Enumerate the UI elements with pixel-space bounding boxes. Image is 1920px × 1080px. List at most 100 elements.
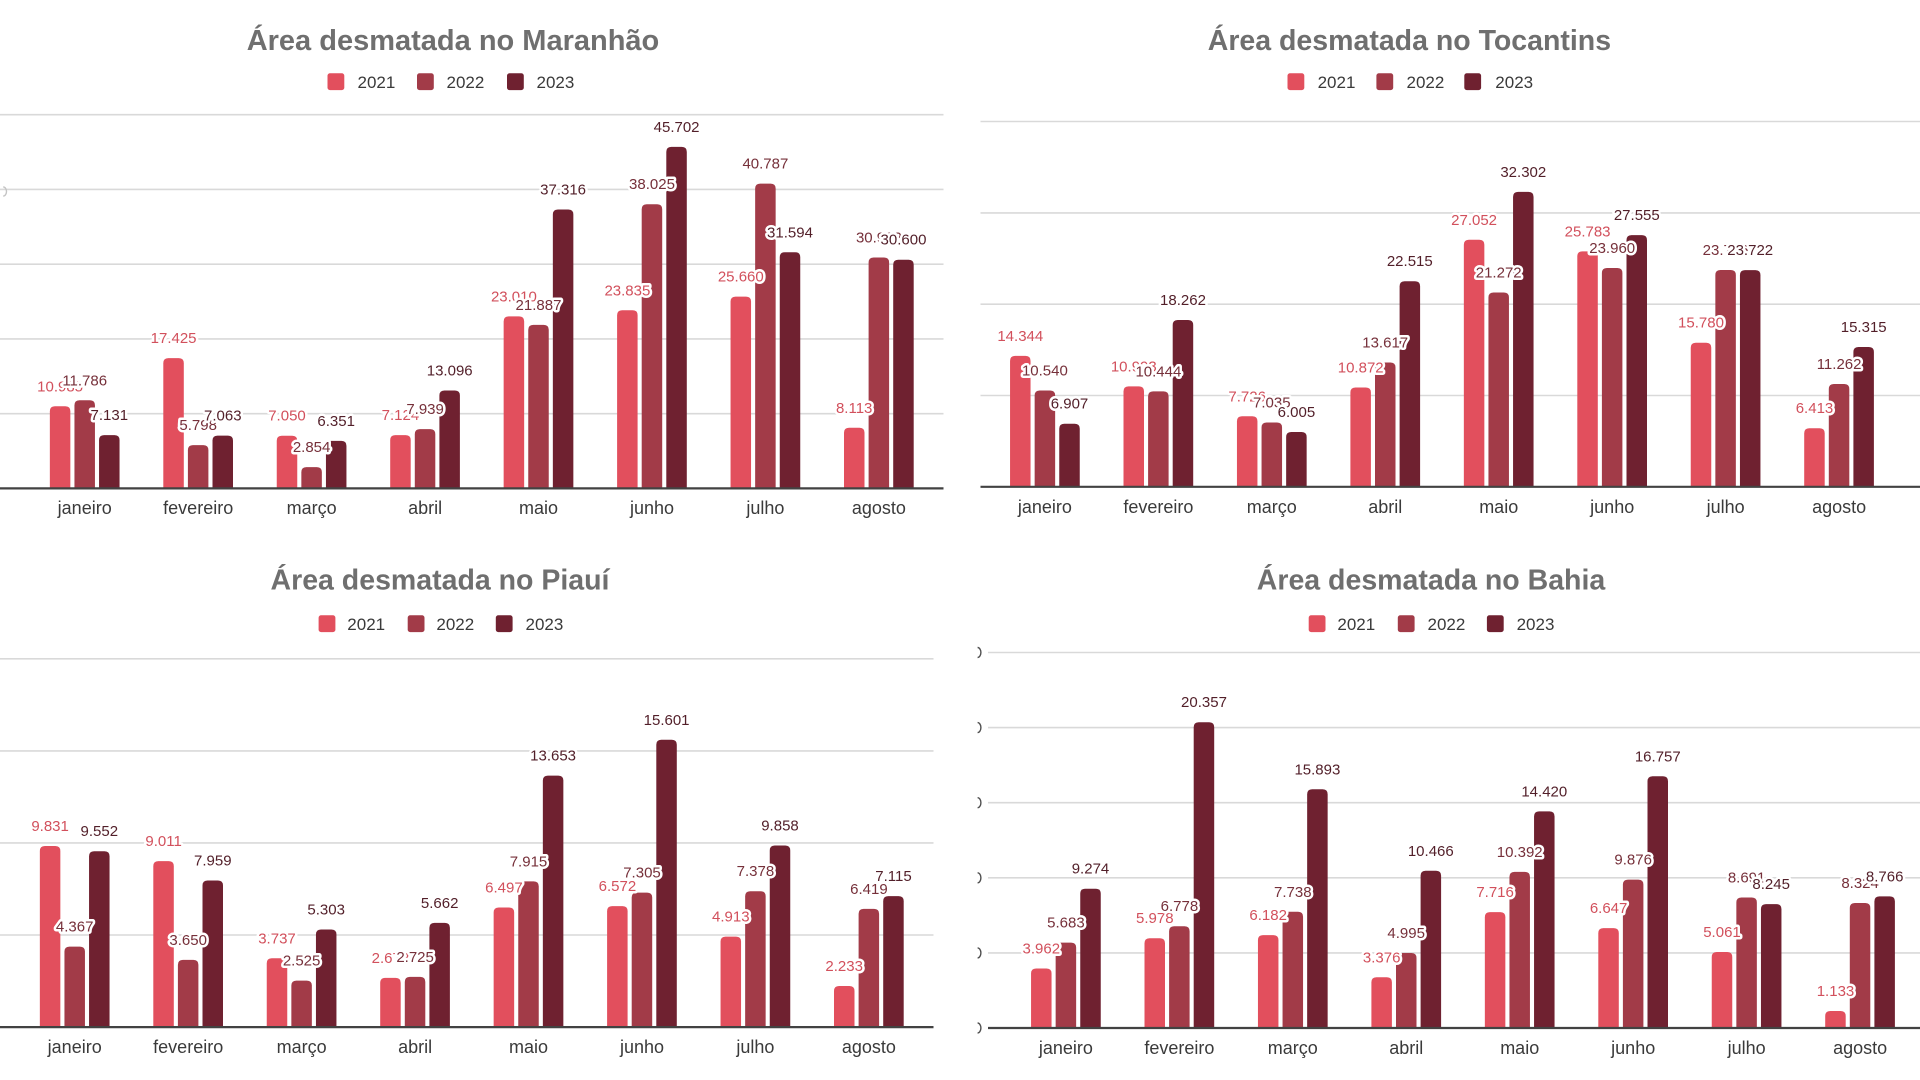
svg-text:2022: 2022 bbox=[447, 73, 485, 92]
svg-text:17.425: 17.425 bbox=[151, 330, 197, 347]
svg-text:11.786: 11.786 bbox=[62, 372, 107, 389]
svg-text:5.798: 5.798 bbox=[179, 417, 217, 434]
svg-text:21.887: 21.887 bbox=[516, 297, 562, 314]
svg-text:abril: abril bbox=[1368, 497, 1402, 517]
svg-text:10.540: 10.540 bbox=[1022, 363, 1068, 380]
svg-text:21.272: 21.272 bbox=[1476, 265, 1522, 282]
svg-text:7.378: 7.378 bbox=[737, 863, 775, 880]
svg-text:abril: abril bbox=[1389, 1038, 1423, 1058]
svg-text:fevereiro: fevereiro bbox=[1123, 497, 1193, 517]
svg-text:18.262: 18.262 bbox=[1160, 292, 1206, 309]
svg-text:10.392: 10.392 bbox=[1497, 844, 1543, 861]
svg-text:janeiro: janeiro bbox=[1017, 497, 1072, 517]
svg-text:6.413: 6.413 bbox=[1796, 400, 1834, 417]
svg-text:6.778: 6.778 bbox=[1161, 898, 1199, 915]
svg-text:23.746: 23.746 bbox=[1703, 242, 1749, 259]
svg-text:16.757: 16.757 bbox=[1635, 748, 1681, 765]
svg-text:23.835: 23.835 bbox=[604, 282, 650, 299]
svg-text:7.115: 7.115 bbox=[875, 868, 911, 885]
svg-text:agosto: agosto bbox=[852, 498, 906, 518]
svg-text:3.737: 3.737 bbox=[258, 930, 296, 947]
svg-text:julho: julho bbox=[1727, 1038, 1766, 1058]
svg-text:20.357: 20.357 bbox=[1181, 694, 1227, 711]
svg-text:7.035: 7.035 bbox=[1253, 395, 1291, 412]
svg-text:45.702: 45.702 bbox=[654, 119, 700, 136]
svg-text:janeiro: janeiro bbox=[1038, 1038, 1093, 1058]
svg-text:março: março bbox=[277, 1037, 327, 1057]
svg-text:10.872: 10.872 bbox=[1338, 360, 1384, 377]
svg-text:14.344: 14.344 bbox=[997, 328, 1043, 345]
svg-text:8.113: 8.113 bbox=[836, 400, 872, 417]
svg-text:fevereiro: fevereiro bbox=[163, 498, 233, 518]
svg-text:7.131: 7.131 bbox=[91, 407, 129, 424]
svg-text:fevereiro: fevereiro bbox=[1144, 1038, 1214, 1058]
svg-text:março: março bbox=[287, 498, 337, 518]
svg-text:3.376: 3.376 bbox=[1363, 949, 1401, 966]
svg-text:38.025: 38.025 bbox=[629, 176, 675, 193]
svg-text:2023: 2023 bbox=[526, 615, 564, 634]
svg-text:15.893: 15.893 bbox=[1294, 761, 1340, 778]
svg-text:janeiro: janeiro bbox=[57, 498, 112, 518]
svg-text:janeiro: janeiro bbox=[47, 1037, 102, 1057]
svg-text:37.316: 37.316 bbox=[540, 182, 586, 199]
svg-text:2021: 2021 bbox=[358, 73, 396, 92]
svg-text:abril: abril bbox=[408, 498, 442, 518]
svg-text:13.653: 13.653 bbox=[530, 748, 576, 765]
svg-text:Área desmatada no Tocantins: Área desmatada no Tocantins bbox=[1208, 25, 1611, 57]
svg-text:2023: 2023 bbox=[537, 73, 575, 92]
svg-text:10.466: 10.466 bbox=[1408, 843, 1454, 860]
svg-text:9.831: 9.831 bbox=[31, 818, 69, 835]
svg-text:maio: maio bbox=[509, 1037, 548, 1057]
svg-text:agosto: agosto bbox=[1812, 497, 1866, 517]
svg-text:5.662: 5.662 bbox=[421, 895, 459, 912]
svg-text:30.600: 30.600 bbox=[881, 232, 927, 249]
svg-text:2023: 2023 bbox=[1517, 615, 1555, 634]
svg-text:3.650: 3.650 bbox=[169, 932, 207, 949]
svg-text:5.303: 5.303 bbox=[307, 901, 345, 918]
svg-text:11.262: 11.262 bbox=[1817, 356, 1862, 373]
svg-text:27.555: 27.555 bbox=[1614, 207, 1660, 224]
svg-text:15.315: 15.315 bbox=[1841, 319, 1887, 336]
svg-text:30.902: 30.902 bbox=[856, 229, 902, 246]
svg-text:julho: julho bbox=[1706, 497, 1745, 517]
svg-text:2.672: 2.672 bbox=[372, 950, 410, 967]
svg-text:8.324: 8.324 bbox=[1841, 875, 1879, 892]
svg-text:6.647: 6.647 bbox=[1590, 900, 1628, 917]
svg-text:25.783: 25.783 bbox=[1565, 223, 1611, 240]
svg-text:9.876: 9.876 bbox=[1614, 852, 1652, 869]
svg-text:maio: maio bbox=[1500, 1038, 1539, 1058]
svg-text:23.010: 23.010 bbox=[491, 288, 537, 305]
svg-text:7.050: 7.050 bbox=[268, 408, 306, 425]
svg-text:Área desmatada no Bahia: Área desmatada no Bahia bbox=[1257, 565, 1607, 597]
svg-text:maio: maio bbox=[1479, 497, 1518, 517]
svg-text:7.305: 7.305 bbox=[623, 865, 661, 882]
svg-text:22.515: 22.515 bbox=[1387, 253, 1433, 270]
svg-text:junho: junho bbox=[1589, 497, 1634, 517]
svg-text:julho: julho bbox=[745, 498, 784, 518]
svg-text:2021: 2021 bbox=[1318, 73, 1356, 92]
svg-text:32.302: 32.302 bbox=[1500, 164, 1546, 181]
svg-text:2021: 2021 bbox=[347, 615, 385, 634]
svg-text:2.725: 2.725 bbox=[396, 949, 434, 966]
svg-text:5.061: 5.061 bbox=[1703, 924, 1741, 941]
svg-text:julho: julho bbox=[735, 1037, 774, 1057]
svg-text:6.572: 6.572 bbox=[599, 878, 637, 895]
svg-text:Área desmatada no Maranhão: Área desmatada no Maranhão bbox=[247, 23, 660, 57]
svg-text:Área desmatada no Piauí: Área desmatada no Piauí bbox=[271, 565, 611, 597]
svg-text:5.683: 5.683 bbox=[1047, 915, 1085, 932]
svg-text:7.738: 7.738 bbox=[1274, 884, 1312, 901]
svg-text:agosto: agosto bbox=[1833, 1038, 1887, 1058]
svg-text:13.096: 13.096 bbox=[427, 363, 473, 380]
svg-text:4.367: 4.367 bbox=[56, 919, 94, 936]
svg-text:maio: maio bbox=[519, 498, 558, 518]
svg-text:23.960: 23.960 bbox=[1589, 240, 1635, 257]
svg-text:2.525: 2.525 bbox=[283, 953, 321, 970]
svg-text:2021: 2021 bbox=[1337, 615, 1375, 634]
svg-text:4.995: 4.995 bbox=[1387, 925, 1425, 942]
svg-text:9.274: 9.274 bbox=[1072, 861, 1110, 878]
svg-text:2022: 2022 bbox=[1428, 615, 1466, 634]
svg-text:7.063: 7.063 bbox=[204, 408, 242, 425]
svg-text:fevereiro: fevereiro bbox=[153, 1037, 223, 1057]
svg-text:2022: 2022 bbox=[1407, 73, 1445, 92]
svg-text:15.780: 15.780 bbox=[1678, 315, 1724, 332]
